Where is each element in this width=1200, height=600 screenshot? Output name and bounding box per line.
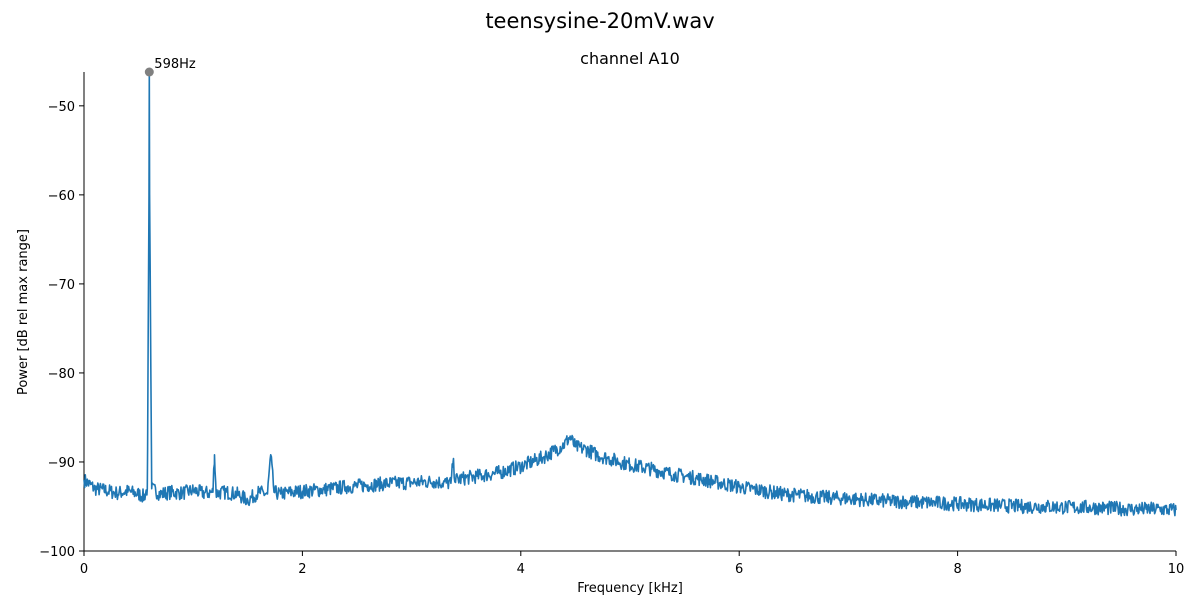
x-axis-label: Frequency [kHz] [577,581,683,596]
plot-area: 0 2 4 6 8 10 −100 −90 −80 −70 −60 −50 598Hz [39,57,1184,577]
y-axis-label: Power [dB rel max range] [16,229,31,395]
peak-marker [144,67,154,77]
y-tick-label: −90 [48,456,75,471]
chart-subtitle: channel A10 [580,49,680,68]
x-tick-label: 4 [517,562,525,577]
x-tick-label: 8 [953,562,961,577]
x-tick-label: 0 [80,562,88,577]
chart-title: teensysine-20mV.wav [485,9,714,33]
peak-label: 598Hz [154,57,196,72]
x-tick-label: 10 [1168,562,1185,577]
y-ticks: −100 −90 −80 −70 −60 −50 [39,100,84,560]
x-tick-label: 6 [735,562,743,577]
y-tick-label: −80 [48,367,75,382]
y-tick-label: −70 [48,278,75,293]
y-tick-label: −50 [48,100,75,115]
y-tick-label: −100 [39,545,75,560]
x-tick-label: 2 [298,562,306,577]
spectrum-series-line [83,71,1177,517]
y-tick-label: −60 [48,189,75,204]
x-ticks: 0 2 4 6 8 10 [80,551,1184,577]
